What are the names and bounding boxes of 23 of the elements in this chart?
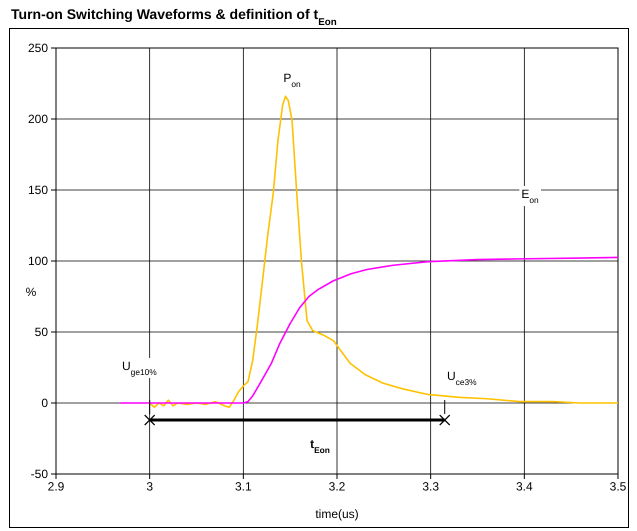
- annotation: E$_{on}$: [521, 187, 539, 205]
- x-tick-label: 3.4: [516, 480, 533, 494]
- chart-title: Turn-on Switching Waveforms & definition of t$_{Eon}$: [11, 6, 337, 28]
- y-tick-label: 150: [28, 182, 48, 197]
- y-tick-label: -50: [30, 466, 48, 481]
- x-tick-label: 3.2: [328, 480, 346, 494]
- line-series: [118, 256, 619, 404]
- annotation: U$_{ce3%}$: [447, 369, 478, 387]
- y-tick-label: 250: [28, 40, 48, 55]
- y-axis-title: %: [26, 285, 37, 299]
- x-tick-label: 2.9: [48, 480, 65, 494]
- x-tick-label: 3: [146, 480, 154, 494]
- x-tick-label: 3.1: [234, 480, 252, 494]
- x-tick-label: 3.3: [422, 480, 440, 494]
- annotation: t$_{Eon}$: [310, 437, 330, 455]
- y-tick-label: 50: [34, 324, 48, 339]
- y-tick-label: 100: [28, 254, 48, 268]
- annotation: U$_{ge10%}$: [122, 359, 158, 377]
- x-axis-title: time(us): [315, 507, 359, 521]
- y-tick-label: 0: [41, 396, 48, 410]
- annotation: P$_{on}$: [283, 71, 301, 89]
- x-tick-label: 3.5: [610, 480, 627, 494]
- y-tick-label: 200: [28, 112, 48, 126]
